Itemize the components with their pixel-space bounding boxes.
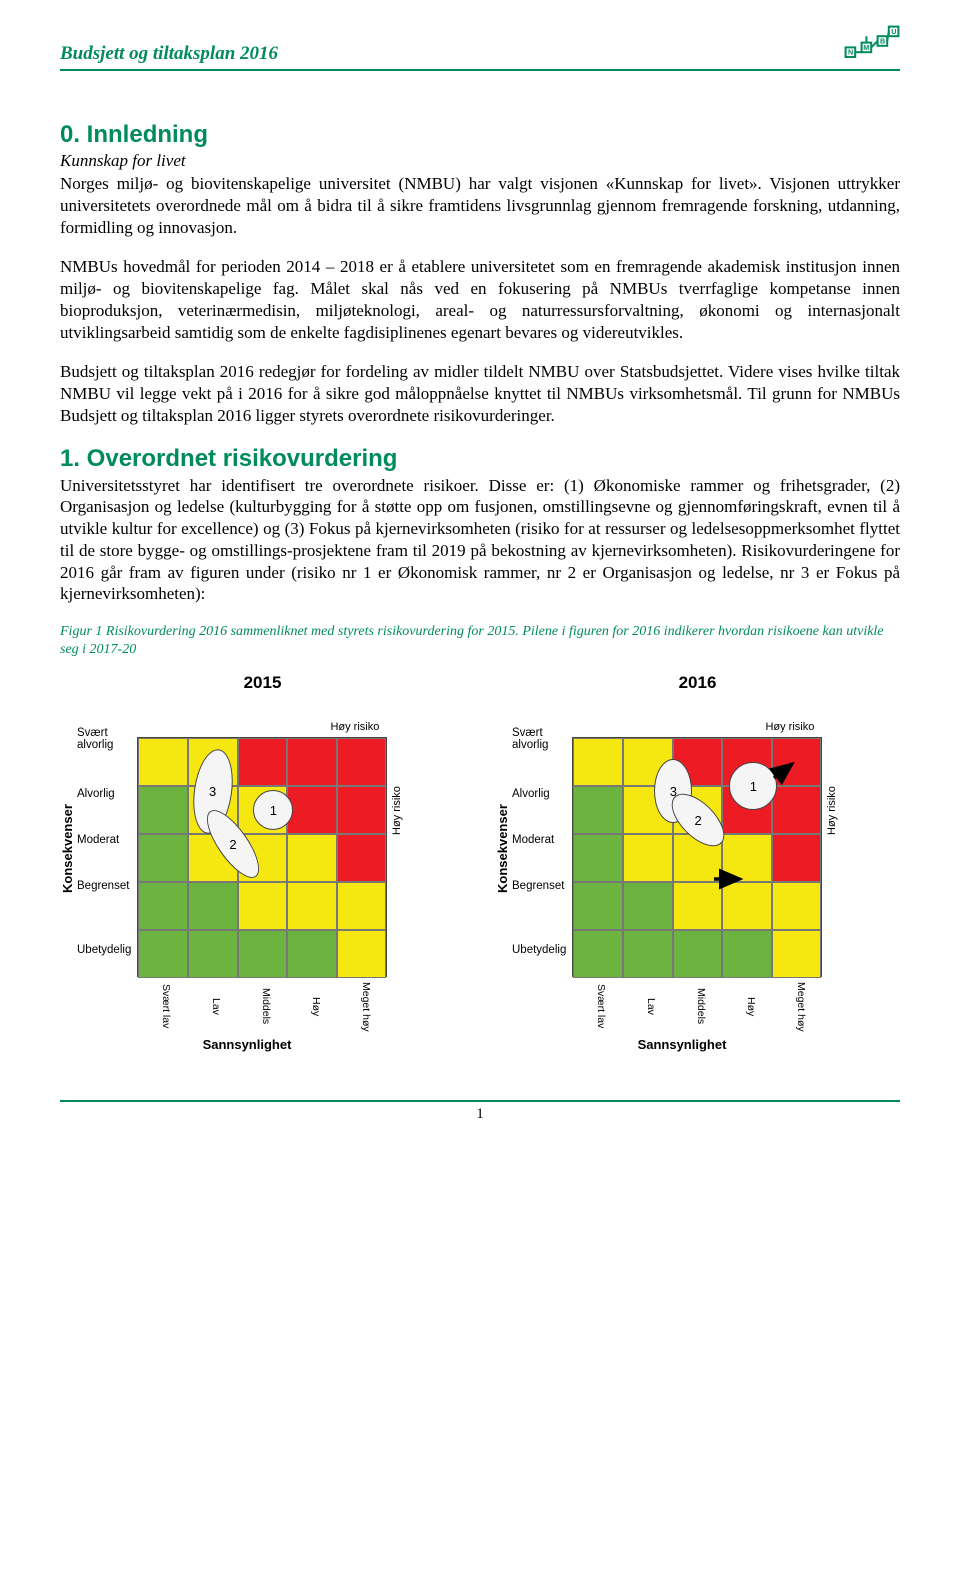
top-label-left: Høy risiko <box>137 721 387 735</box>
risk-cell <box>138 930 188 978</box>
right-label-right: Høy risiko <box>826 781 838 841</box>
chart-2016: 2016 Konsekvenser SværtalvorligAlvorligM… <box>495 673 900 1052</box>
y-tick: Begrenset <box>77 863 131 909</box>
risk-cell <box>772 834 822 882</box>
risk-bubble-1: 1 <box>729 762 777 810</box>
section1-heading: 1. Overordnet risikovurdering <box>60 445 900 473</box>
xaxis-label-left: Sannsynlighet <box>122 1037 372 1052</box>
nmbu-logo: N M B U <box>844 25 900 65</box>
risk-cell <box>287 786 337 834</box>
risk-cell <box>287 834 337 882</box>
risk-cell <box>623 930 673 978</box>
risk-cell <box>722 930 772 978</box>
page-number: 1 <box>60 1106 900 1123</box>
risk-cell <box>138 882 188 930</box>
yaxis-label-right: Konsekvenser <box>495 721 510 977</box>
risk-cell <box>772 930 822 978</box>
x-tick: Svært lav <box>557 981 607 1031</box>
section0-p2: NMBUs hovedmål for perioden 2014 – 2018 … <box>60 256 900 343</box>
risk-cell <box>337 882 387 930</box>
x-tick: Lav <box>607 981 657 1031</box>
risk-cell <box>337 930 387 978</box>
section0-heading: 0. Innledning <box>60 121 900 149</box>
x-tick: Høy <box>272 981 322 1031</box>
x-tick: Middels <box>222 981 272 1031</box>
section0-p1: Norges miljø- og biovitenskapelige unive… <box>60 173 900 238</box>
svg-text:B: B <box>880 36 885 45</box>
top-label-right: Høy risiko <box>572 721 822 735</box>
x-tick: Meget høy <box>757 981 807 1031</box>
risk-cell <box>337 834 387 882</box>
risk-cell <box>287 882 337 930</box>
risk-cell <box>238 930 288 978</box>
trend-arrow-icon <box>774 764 808 794</box>
x-tick: Lav <box>172 981 222 1031</box>
right-label-left: Høy risiko <box>391 781 403 841</box>
risk-cell <box>138 786 188 834</box>
figure-caption: Figur 1 Risikovurdering 2016 sammenlikne… <box>60 623 900 659</box>
y-tick: Moderat <box>512 817 566 863</box>
risk-matrix-2016: 321 <box>572 737 822 977</box>
section1-p1: Universitetsstyret har identifisert tre … <box>60 475 900 606</box>
risk-cell <box>238 882 288 930</box>
svg-text:M: M <box>863 43 869 52</box>
risk-cell <box>573 834 623 882</box>
y-tick: Ubetydelig <box>77 927 131 973</box>
y-tick: Alvorlig <box>512 771 566 817</box>
y-tick: Sværtalvorlig <box>512 721 566 771</box>
chart-year-right: 2016 <box>495 673 900 693</box>
risk-cell <box>138 738 188 786</box>
footer-divider <box>60 1100 900 1102</box>
chart-year-left: 2015 <box>60 673 465 693</box>
risk-cell <box>673 930 723 978</box>
y-tick: Moderat <box>77 817 131 863</box>
chart-2015: 2015 Konsekvenser SværtalvorligAlvorligM… <box>60 673 465 1052</box>
svg-text:U: U <box>891 27 896 36</box>
y-tick: Begrenset <box>512 863 566 909</box>
y-tick: Sværtalvorlig <box>77 721 131 771</box>
y-tick: Ubetydelig <box>512 927 566 973</box>
risk-cell <box>287 738 337 786</box>
yaxis-label-left: Konsekvenser <box>60 721 75 977</box>
risk-cell <box>623 834 673 882</box>
header-title: Budsjett og tiltaksplan 2016 <box>60 43 278 65</box>
risk-cell <box>573 738 623 786</box>
risk-cell <box>287 930 337 978</box>
risk-cell <box>573 786 623 834</box>
xaxis-label-right: Sannsynlighet <box>557 1037 807 1052</box>
x-tick: Middels <box>657 981 707 1031</box>
risk-matrix-2015: 321 <box>137 737 387 977</box>
risk-cell <box>337 786 387 834</box>
header-divider <box>60 69 900 71</box>
risk-cell <box>188 882 238 930</box>
svg-text:N: N <box>848 48 853 57</box>
x-tick: Svært lav <box>122 981 172 1031</box>
x-tick: Meget høy <box>322 981 372 1031</box>
y-tick: Alvorlig <box>77 771 131 817</box>
risk-cell <box>238 738 288 786</box>
risk-cell <box>337 738 387 786</box>
section0-p3: Budsjett og tiltaksplan 2016 redegjør fo… <box>60 361 900 426</box>
risk-cell <box>573 882 623 930</box>
risk-cell <box>188 930 238 978</box>
risk-cell <box>772 882 822 930</box>
risk-cell <box>573 930 623 978</box>
risk-cell <box>138 834 188 882</box>
x-tick: Høy <box>707 981 757 1031</box>
risk-charts: 2015 Konsekvenser SværtalvorligAlvorligM… <box>60 673 900 1052</box>
section0-subtitle: Kunnskap for livet <box>60 151 900 171</box>
risk-cell <box>722 834 772 882</box>
risk-bubble-1: 1 <box>253 790 293 830</box>
trend-arrow-icon <box>714 879 756 895</box>
risk-cell <box>623 882 673 930</box>
